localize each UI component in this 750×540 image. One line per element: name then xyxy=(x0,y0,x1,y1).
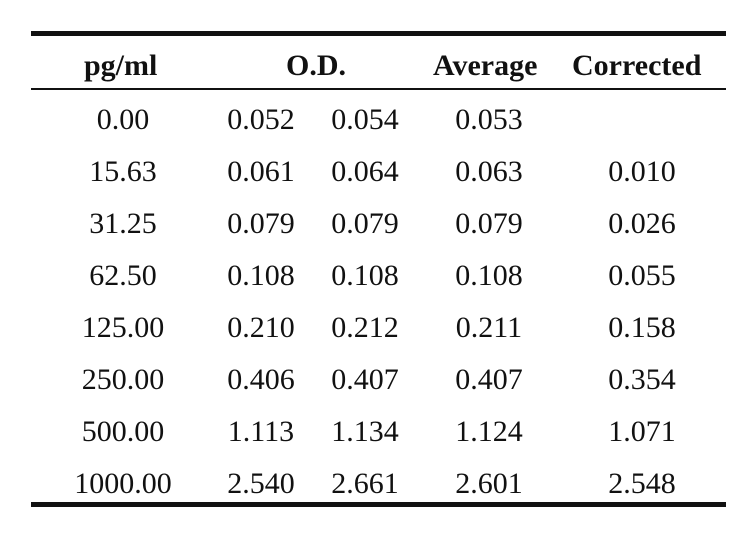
cell-corrected: 1.071 xyxy=(608,415,676,448)
cell-od-1: 2.540 xyxy=(227,467,295,500)
table-top-rule xyxy=(31,31,726,36)
cell-average: 2.601 xyxy=(455,467,523,500)
cell-average: 0.407 xyxy=(455,363,523,396)
cell-pg-ml: 62.50 xyxy=(89,259,157,292)
cell-average: 1.124 xyxy=(455,415,523,448)
cell-average: 0.053 xyxy=(455,103,523,136)
cell-corrected: 0.055 xyxy=(608,259,676,292)
table-row: 31.25 0.079 0.079 0.079 0.026 xyxy=(31,204,726,244)
cell-od-1: 0.079 xyxy=(227,207,295,240)
cell-pg-ml: 125.00 xyxy=(81,311,165,344)
cell-od-2: 0.079 xyxy=(331,207,399,240)
header-od: O.D. xyxy=(286,49,346,82)
table-row: 500.00 1.113 1.134 1.124 1.071 xyxy=(31,412,726,452)
cell-od-2: 0.064 xyxy=(331,155,399,188)
cell-od-1: 1.113 xyxy=(227,415,295,448)
cell-od-1: 0.052 xyxy=(227,103,295,136)
cell-pg-ml: 1000.00 xyxy=(74,467,172,500)
cell-corrected: 0.158 xyxy=(608,311,676,344)
cell-od-2: 1.134 xyxy=(331,415,399,448)
table-bottom-rule xyxy=(31,502,726,507)
data-table: pg/ml O.D. Average Corrected 0.00 0.052 0.… xyxy=(31,31,726,507)
table-row: 15.63 0.061 0.064 0.063 0.010 xyxy=(31,152,726,192)
cell-corrected: 0.354 xyxy=(608,363,676,396)
table-header-rule xyxy=(31,88,726,90)
table-row: 0.00 0.052 0.054 0.053 xyxy=(31,100,726,140)
cell-pg-ml: 15.63 xyxy=(89,155,157,188)
cell-od-1: 0.210 xyxy=(227,311,295,344)
cell-od-1: 0.406 xyxy=(227,363,295,396)
cell-od-2: 0.212 xyxy=(331,311,399,344)
cell-od-2: 2.661 xyxy=(331,467,399,500)
table-body: 0.00 0.052 0.054 0.053 15.63 0.061 0.064 0.063 0… xyxy=(31,90,726,502)
table-row: 62.50 0.108 0.108 0.108 0.055 xyxy=(31,256,726,296)
cell-corrected: 0.026 xyxy=(608,207,676,240)
cell-od-2: 0.108 xyxy=(331,259,399,292)
header-corrected: Corrected xyxy=(572,49,702,82)
cell-pg-ml: 250.00 xyxy=(81,363,165,396)
cell-corrected: 0.010 xyxy=(608,155,676,188)
cell-pg-ml: 0.00 xyxy=(96,103,150,136)
cell-average: 0.211 xyxy=(455,311,523,344)
table-row: 1000.00 2.540 2.661 2.601 2.548 xyxy=(31,464,726,504)
cell-od-1: 0.061 xyxy=(227,155,295,188)
cell-average: 0.079 xyxy=(455,207,523,240)
cell-average: 0.108 xyxy=(455,259,523,292)
cell-od-2: 0.407 xyxy=(331,363,399,396)
cell-pg-ml: 31.25 xyxy=(89,207,157,240)
cell-average: 0.063 xyxy=(455,155,523,188)
table-header-row: pg/ml O.D. Average Corrected xyxy=(31,36,726,88)
header-average: Average xyxy=(433,49,538,82)
cell-corrected: 2.548 xyxy=(608,467,676,500)
cell-od-2: 0.054 xyxy=(331,103,399,136)
table-row: 125.00 0.210 0.212 0.211 0.158 xyxy=(31,308,726,348)
table-row: 250.00 0.406 0.407 0.407 0.354 xyxy=(31,360,726,400)
cell-od-1: 0.108 xyxy=(227,259,295,292)
header-pg-ml: pg/ml xyxy=(84,49,158,82)
cell-pg-ml: 500.00 xyxy=(81,415,165,448)
